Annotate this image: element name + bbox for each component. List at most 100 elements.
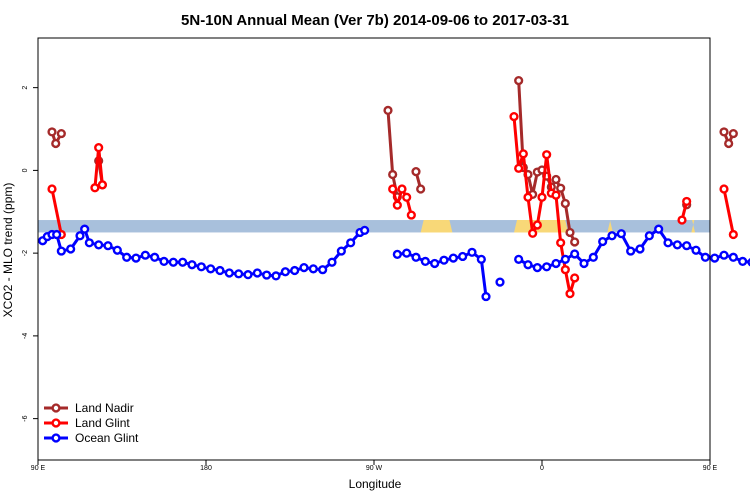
land-glint-point <box>537 192 547 202</box>
ocean-glint-point <box>150 252 160 262</box>
legend-label-ocean-glint: Ocean Glint <box>75 431 139 445</box>
ocean-glint-point <box>607 231 617 241</box>
land-glint-point <box>551 190 561 200</box>
ocean-glint-point <box>80 224 90 234</box>
ocean-glint-point <box>691 245 701 255</box>
ocean-glint-point <box>560 254 570 264</box>
ocean-glint-point <box>738 256 748 267</box>
land-glint-point <box>528 228 538 238</box>
ocean-glint-point <box>616 229 626 239</box>
ocean-glint-point <box>663 238 673 248</box>
land-glint-point <box>556 238 566 248</box>
land-nadir-point <box>51 138 61 149</box>
legend-marker-land-glint <box>51 418 61 428</box>
y-tick-label: -2 <box>22 250 29 256</box>
land-mask-segment <box>420 220 453 233</box>
ocean-glint-point <box>360 225 370 235</box>
ocean-glint-point <box>224 268 234 278</box>
x-tick-label: 90 E <box>703 465 718 472</box>
x-tick-label: 0 <box>540 465 544 472</box>
axes: 90 E 180 90 W 0 90 E 2 0 -2 -4 -6 <box>22 37 718 472</box>
series-ocean-glint <box>38 224 750 302</box>
ocean-glint-point <box>728 252 738 262</box>
ocean-glint-point <box>392 249 402 259</box>
legend-label-land-nadir: Land Nadir <box>75 401 134 415</box>
ocean-glint-point <box>644 231 654 241</box>
land-glint-point <box>509 112 519 122</box>
series-land-glint <box>47 112 738 299</box>
land-mask-segment <box>607 220 613 233</box>
x-tick-label: 180 <box>200 465 212 472</box>
ocean-glint-point <box>243 270 253 280</box>
ocean-glint-point <box>411 252 421 262</box>
ocean-glint-point <box>420 256 430 267</box>
ocean-glint-point <box>458 251 468 262</box>
y-axis-title: XCO2 - MLO trend (ppm) <box>1 183 15 318</box>
land-mask-segment <box>691 220 696 233</box>
land-glint-point <box>402 192 412 202</box>
land-glint-line <box>50 188 63 235</box>
ocean-glint-point <box>495 277 505 287</box>
land-glint-point <box>90 183 100 193</box>
y-tick-label: -6 <box>22 415 29 421</box>
land-glint-point <box>397 184 407 194</box>
ocean-glint-point <box>56 246 66 256</box>
ocean-glint-point <box>178 257 188 267</box>
ocean-glint-point <box>700 252 710 262</box>
ocean-glint-point <box>570 249 580 259</box>
land-nadir-point <box>560 198 570 209</box>
ocean-glint-point <box>52 229 62 240</box>
ocean-glint-point <box>131 253 141 263</box>
land-nadir-point <box>388 169 398 180</box>
ocean-glint-point <box>103 241 113 251</box>
ocean-glint-point <box>187 260 197 270</box>
ocean-glint-point <box>598 236 608 247</box>
ocean-glint-point <box>523 260 533 270</box>
land-glint-point <box>728 229 738 240</box>
ocean-glint-point <box>318 265 328 275</box>
ocean-glint-point <box>299 263 309 273</box>
land-glint-point <box>677 215 687 225</box>
land-nadir-point <box>728 128 738 139</box>
ocean-glint-point <box>439 255 449 265</box>
ocean-glint-point <box>262 270 272 280</box>
ocean-glint-point <box>710 253 720 263</box>
ocean-glint-point <box>94 240 104 250</box>
chart-title: 5N-10N Annual Mean (Ver 7b) 2014-09-06 t… <box>181 12 569 29</box>
ocean-glint-point <box>476 254 486 264</box>
land-nadir-point <box>551 174 561 185</box>
land-glint-point <box>97 180 108 190</box>
ocean-glint-point <box>84 238 94 248</box>
land-glint-point <box>388 184 398 194</box>
land-nadir-point <box>383 105 393 116</box>
land-glint-point <box>532 220 542 230</box>
ocean-glint-point <box>206 264 216 274</box>
ocean-glint-point <box>719 250 729 260</box>
land-nadir-point <box>570 237 580 247</box>
ocean-glint-point <box>682 241 692 251</box>
ocean-glint-point <box>672 240 682 250</box>
land-glint-point <box>94 143 104 153</box>
ocean-glint-point <box>588 252 598 262</box>
land-nadir-point <box>47 127 57 137</box>
land-glint-point <box>570 273 580 283</box>
land-nadir-point <box>565 227 575 238</box>
ocean-glint-point <box>481 291 491 302</box>
ocean-glint-point <box>336 246 346 256</box>
land-glint-point <box>719 184 729 194</box>
land-nadir-point <box>719 127 729 137</box>
ocean-glint-point <box>66 244 76 254</box>
x-axis-title: Longitude <box>349 477 402 491</box>
ocean-glint-point <box>159 256 169 267</box>
land-nadir-point <box>556 183 566 193</box>
legend-label-land-glint: Land Glint <box>75 416 130 430</box>
ocean-glint-point <box>196 262 206 272</box>
land-glint-point <box>565 289 575 299</box>
land-nadir-point <box>514 76 524 86</box>
x-tick-label: 90 E <box>31 465 46 472</box>
ocean-glint-point <box>626 246 636 256</box>
ocean-glint-point <box>280 267 290 277</box>
land-glint-point <box>560 265 570 275</box>
